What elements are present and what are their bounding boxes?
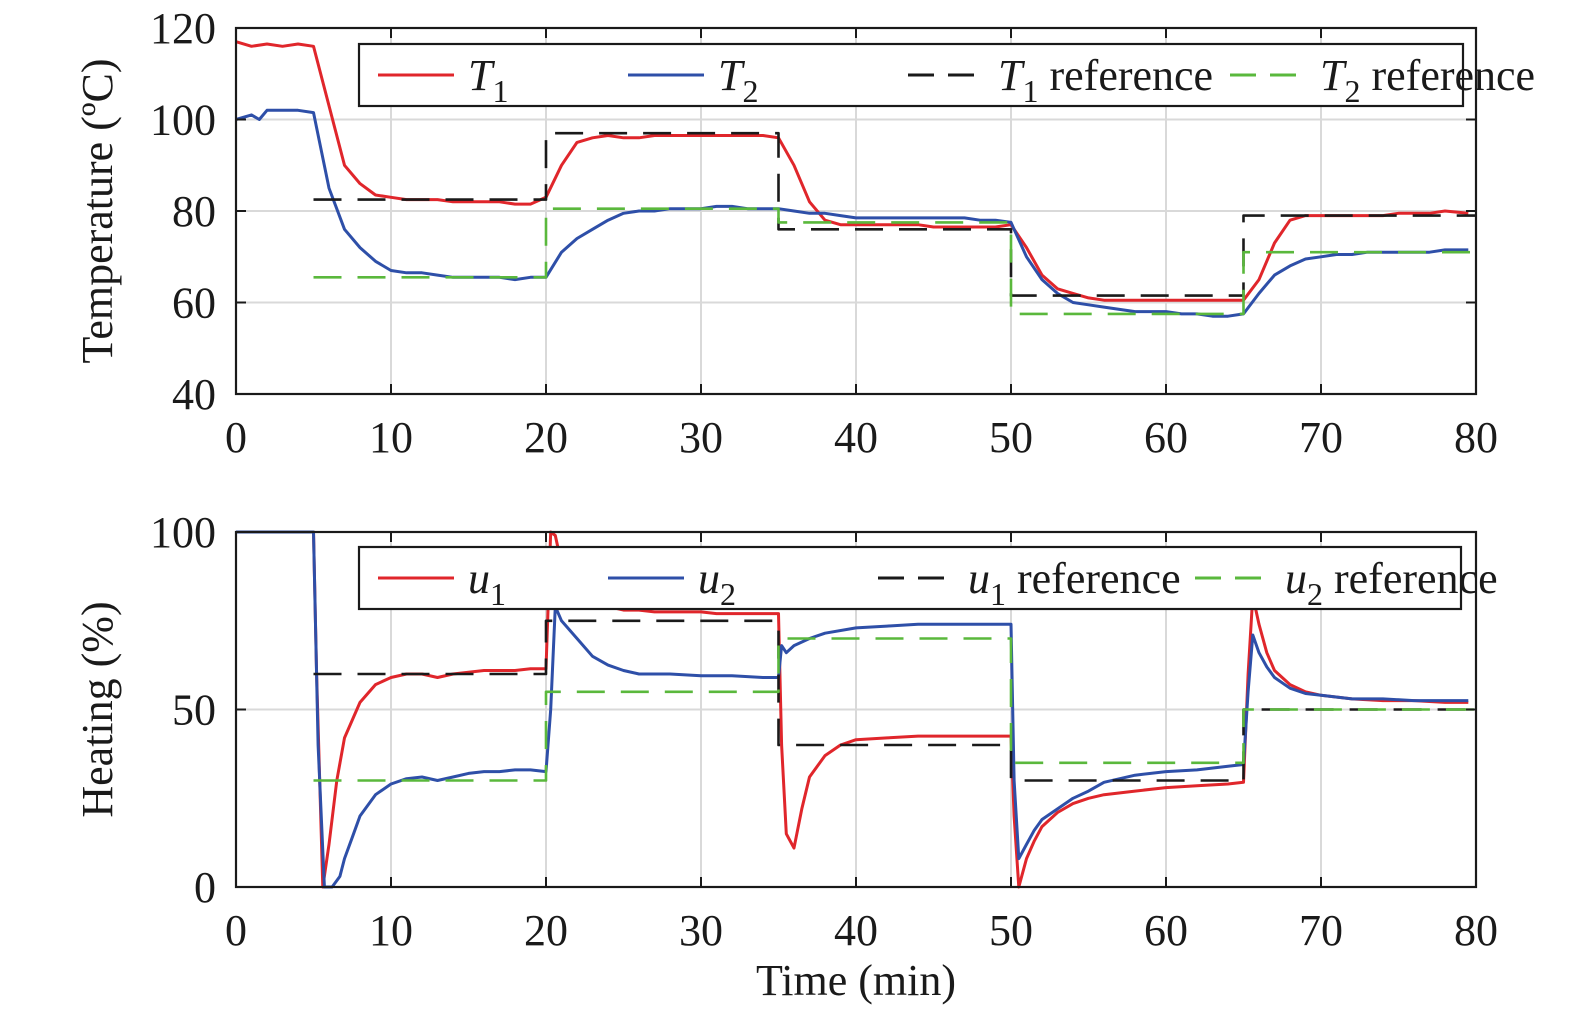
legend-suffix: reference	[1038, 51, 1213, 100]
y-tick-label: 100	[150, 508, 216, 557]
x-tick-label: 30	[679, 906, 723, 955]
y-tick-label: 120	[150, 4, 216, 53]
x-tick-label: 70	[1299, 413, 1343, 462]
legend-variable: T	[1320, 51, 1348, 100]
y-tick-label: 40	[172, 370, 216, 419]
y-tick-label: 50	[172, 686, 216, 735]
x-tick-label: 30	[679, 413, 723, 462]
legend-variable: u	[468, 554, 490, 603]
y-axis-label: Temperature (ºC)	[73, 59, 122, 364]
legend-subscript: 1	[1022, 73, 1038, 109]
legend-subscript: 2	[742, 73, 758, 109]
series-line-T1	[235, 40, 1469, 302]
x-tick-label: 10	[369, 413, 413, 462]
legend-variable: T	[718, 51, 746, 100]
series-line-u1-reference	[313, 619, 1476, 782]
legend-entry: T1	[468, 51, 508, 109]
legend: T1 T2 T1 reference T2 reference	[357, 42, 1535, 109]
legend-entry: T1 reference	[998, 51, 1213, 109]
legend-entry: u1	[468, 554, 506, 612]
plot-2: 0 10 20 30 40 50 60 70 80 0 50 100 Heating (%) Time (…	[73, 508, 1498, 1005]
legend-subscript: 2	[1344, 73, 1360, 109]
x-tick-label: 50	[989, 413, 1033, 462]
y-tick-label: 100	[150, 96, 216, 145]
x-tick-label: 0	[225, 413, 247, 462]
legend-entry: u1 reference	[968, 554, 1181, 612]
y-tick-label: 60	[172, 279, 216, 328]
x-tick-label: 20	[524, 413, 568, 462]
legend-variable: u	[968, 554, 990, 603]
x-tick-label: 0	[225, 906, 247, 955]
x-tick-label: 10	[369, 906, 413, 955]
x-tick-label: 40	[834, 906, 878, 955]
legend-subscript: 2	[720, 576, 736, 612]
y-tick-label: 80	[172, 187, 216, 236]
x-tick-label: 60	[1144, 906, 1188, 955]
legend-suffix: reference	[1006, 554, 1181, 603]
x-tick-label: 50	[989, 906, 1033, 955]
x-tick-label: 40	[834, 413, 878, 462]
legend-box	[357, 545, 1463, 611]
legend-entry: u2	[698, 554, 736, 612]
x-tick-label: 20	[524, 906, 568, 955]
x-tick-label: 70	[1299, 906, 1343, 955]
series-line-u2	[236, 530, 1469, 889]
legend-entry: T2	[718, 51, 758, 109]
legend-variable: u	[698, 554, 720, 603]
plot-1: 0 10 20 30 40 50 60 70 80 40 60 80 100 120 Temperature…	[73, 4, 1535, 462]
legend-variable: T	[998, 51, 1026, 100]
legend-suffix: reference	[1360, 51, 1535, 100]
series-line-T2-reference	[313, 207, 1476, 316]
legend-subscript: 1	[990, 576, 1006, 612]
x-tick-label: 60	[1144, 413, 1188, 462]
y-tick-label: 0	[194, 863, 216, 912]
x-tick-label: 80	[1454, 413, 1498, 462]
legend-entry: T2 reference	[1320, 51, 1535, 109]
y-axis-label: Heating (%)	[73, 601, 122, 817]
legend-subscript: 2	[1307, 576, 1323, 612]
series-line-T1-reference	[313, 131, 1476, 297]
series-line-T2	[235, 108, 1469, 318]
legend-suffix: reference	[1323, 554, 1498, 603]
legend-entry: u2 reference	[1285, 554, 1498, 612]
series-line-u2-reference	[313, 637, 1476, 782]
legend-variable: u	[1285, 554, 1307, 603]
legend-variable: T	[468, 51, 496, 100]
x-tick-label: 80	[1454, 906, 1498, 955]
legend-subscript: 1	[490, 576, 506, 612]
x-axis-label: Time (min)	[756, 956, 956, 1005]
legend-subscript: 1	[492, 73, 508, 109]
legend: u1 u2 u1 reference u2 reference	[357, 545, 1498, 612]
